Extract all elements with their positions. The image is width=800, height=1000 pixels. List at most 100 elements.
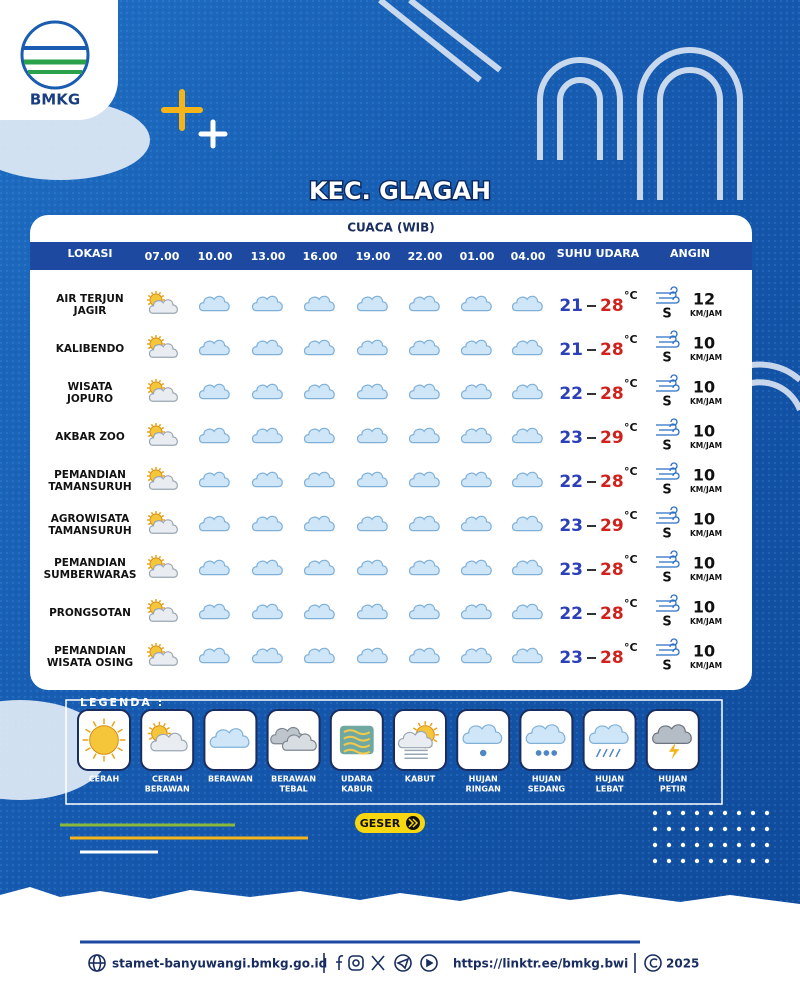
weather-icon — [147, 599, 178, 622]
legend-label: HUJAN — [595, 775, 624, 784]
temp-unit: °C — [624, 509, 638, 522]
button-geser[interactable]: GESER — [355, 813, 425, 833]
temp-max: 28 — [600, 296, 624, 316]
decor-lines — [60, 823, 308, 854]
temp-unit: °C — [624, 465, 638, 478]
button-label[interactable]: GESER — [360, 817, 401, 830]
temp-max: 28 — [600, 340, 624, 360]
dot — [764, 842, 770, 848]
temp-min: 21 — [559, 340, 583, 360]
wind-direction: S — [662, 351, 671, 366]
location: SUMBERWARAS — [44, 569, 137, 581]
sun-ray — [150, 291, 154, 295]
sun-ray — [163, 722, 166, 727]
wind-line — [656, 340, 680, 348]
dot — [722, 826, 728, 832]
dot — [708, 858, 714, 864]
sun-ray — [429, 722, 433, 727]
sun-ray — [92, 721, 97, 727]
footer-link: https://linktr.ee/bmkg.bwi — [453, 957, 628, 971]
sun-ray — [147, 338, 151, 342]
wind-line — [656, 384, 680, 392]
dot — [750, 858, 756, 864]
temp-min: 21 — [559, 296, 583, 316]
sun-ray — [85, 728, 91, 733]
wind-speed: 10 — [693, 334, 715, 353]
temp-min: 23 — [559, 648, 583, 668]
sun-ray — [147, 426, 151, 430]
weather-icon — [147, 291, 178, 314]
temp-unit: °C — [624, 289, 638, 302]
temp-min: 23 — [559, 516, 583, 536]
weather-icon — [147, 721, 188, 752]
footer-website: stamet-banyuwangi.bmkg.go.id — [112, 957, 327, 971]
rain-drop — [535, 750, 542, 756]
rain-line — [608, 748, 615, 758]
dot — [736, 842, 742, 848]
location: TAMANSURUH — [48, 525, 131, 537]
wind-icon — [656, 594, 680, 612]
weather-icon — [147, 335, 178, 358]
sun-ray — [433, 727, 438, 731]
sun-ray — [117, 747, 123, 752]
weather-icon — [147, 643, 178, 666]
sun-ray — [158, 335, 162, 339]
sun-ray — [150, 555, 154, 559]
table-caption: CUACA (WIB) — [347, 221, 435, 235]
wind-line — [656, 462, 678, 470]
location: PEMANDIAN — [54, 645, 126, 657]
temp-unit: °C — [624, 641, 638, 654]
dot — [736, 810, 742, 816]
dot — [722, 842, 728, 848]
temp-min: 22 — [559, 384, 583, 404]
sun-ray — [161, 294, 165, 298]
temp-max: 29 — [600, 428, 624, 448]
legend-label: BERAWAN — [145, 785, 190, 794]
sun-ray — [147, 478, 151, 482]
temp-min: 22 — [559, 472, 583, 492]
temp-unit: °C — [624, 333, 638, 346]
sun-ray — [117, 728, 123, 733]
sun-ray — [417, 722, 421, 727]
rain-line — [602, 748, 608, 758]
sun-ray — [150, 335, 154, 339]
sun-ray — [147, 346, 151, 350]
dot — [750, 842, 756, 848]
dot — [694, 826, 700, 832]
wind-line — [656, 428, 680, 436]
legend-label: CERAH — [89, 775, 119, 784]
dot-grid — [652, 810, 770, 864]
wind-icon — [656, 418, 680, 436]
sun-ray — [111, 721, 116, 727]
temp-unit: °C — [624, 553, 638, 566]
sun-ray — [85, 747, 91, 752]
wind-direction: S — [662, 483, 671, 498]
weather-icon — [147, 555, 178, 578]
dot — [652, 842, 658, 848]
sun-ray — [92, 753, 97, 759]
wind-speed: 10 — [693, 598, 715, 617]
wind-speed: 12 — [693, 290, 715, 309]
sun-ray — [152, 722, 156, 727]
wind-unit: KM/JAM — [690, 573, 722, 582]
sun-ray — [161, 514, 165, 518]
sun-ray — [150, 467, 154, 471]
column-header: 04.00 — [511, 250, 546, 263]
column-header: 07.00 — [145, 250, 180, 263]
wind-direction: S — [662, 615, 671, 630]
dot — [666, 810, 672, 816]
temp-min: 23 — [559, 428, 583, 448]
sun-ray — [147, 302, 151, 306]
wind-unit: KM/JAM — [690, 485, 722, 494]
sun-ray — [158, 599, 162, 603]
rain-drop — [551, 750, 558, 756]
legend-label: BERAWAN — [271, 775, 316, 784]
location: AGROWISATA — [51, 513, 130, 525]
temp-unit: °C — [624, 377, 638, 390]
sun-ray — [150, 379, 154, 383]
temp-max: 29 — [600, 516, 624, 536]
haze-line — [343, 729, 371, 736]
location: KALIBENDO — [56, 343, 125, 355]
dot — [708, 826, 714, 832]
rain-drop — [543, 750, 550, 756]
